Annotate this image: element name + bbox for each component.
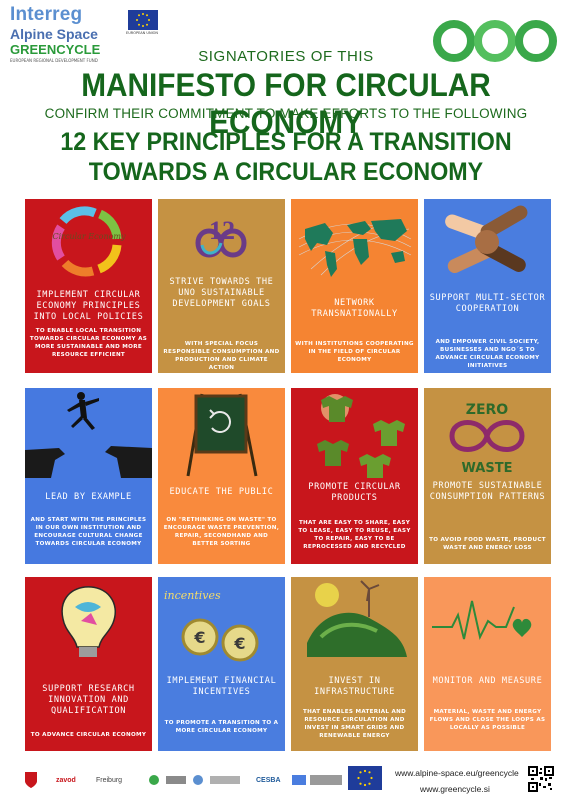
art-label-circular: Circular Economy xyxy=(52,232,126,241)
partner-logo-crest xyxy=(24,770,38,790)
circular-economy-arrows-icon: Circular Economy xyxy=(25,199,152,289)
art-label-zero: ZERO xyxy=(466,402,508,418)
greencycle-link[interactable]: www.greencycle.si xyxy=(420,784,490,794)
principle-card-9: SUPPORT RESEARCH INNOVATION AND QUALIFIC… xyxy=(25,577,152,751)
principle-description: WITH INSTITUTIONS COOPERATING IN THE FIE… xyxy=(295,341,414,363)
principle-card-3: NETWORK TRANSNATIONALLY WITH INSTITUTION… xyxy=(291,199,418,373)
partner-logo-zavod: zavod xyxy=(56,776,76,784)
partner-logo-misc xyxy=(292,770,344,790)
principle-title: STRIVE TOWARDS THE UNO SUSTAINABLE DEVEL… xyxy=(169,277,274,309)
zero-waste-icon: ZERO WASTE xyxy=(424,388,551,478)
principle-card-7: PROMOTE CIRCULAR PRODUCTS THAT ARE EASY … xyxy=(291,388,418,564)
principles-heading-line1: 12 KEY PRINCIPLES FOR A TRANSITION xyxy=(60,128,512,156)
principle-title: IMPLEMENT CIRCULAR ECONOMY PRINCIPLES IN… xyxy=(33,290,144,322)
logo-fund: EUROPEAN REGIONAL DEVELOPMENT FUND xyxy=(10,58,98,63)
lightbulb-icon xyxy=(25,577,152,667)
interreg-logo: Interreg Alpine Space GREENCYCLE EUROPEA… xyxy=(10,4,170,66)
principle-card-2: 12 STRIVE TOWARDS THE UNO SUSTAINABLE DE… xyxy=(158,199,285,373)
commitment-subtitle: CONFIRM THEIR COMMITMENT TO MAKE EFFORTS… xyxy=(44,106,528,121)
manifesto-title: MANIFESTO FOR CIRCULAR ECONOMY xyxy=(81,67,491,140)
principle-title: SUPPORT RESEARCH INNOVATION AND QUALIFIC… xyxy=(42,684,135,716)
principle-description: TO PROMOTE A TRANSITION TO A MORE CIRCUL… xyxy=(164,720,279,734)
principle-card-1: Circular Economy IMPLEMENT CIRCULAR ECON… xyxy=(25,199,152,373)
greencycle-rings-logo xyxy=(432,18,558,64)
principle-card-8: ZERO WASTE PROMOTE SUSTAINABLE CONSUMPTI… xyxy=(424,388,551,564)
principle-description: MATERIAL, WASTE AND ENERGY FLOWS AND CLO… xyxy=(429,709,546,731)
principle-description: TO AVOID FOOD WASTE, PRODUCT WASTE AND E… xyxy=(429,537,546,551)
signatories-heading: SIGNATORIES OF THIS xyxy=(198,48,374,65)
svg-text:€: € xyxy=(233,634,245,653)
principle-description: TO ENABLE LOCAL TRANSITION TOWARDS CIRCU… xyxy=(29,328,148,358)
principle-title: EDUCATE THE PUBLIC xyxy=(169,487,274,497)
eu-flag-footer-icon xyxy=(348,766,382,790)
eu-label: EUROPEAN UNION xyxy=(126,31,158,35)
principle-title: INVEST IN INFRASTRUCTURE xyxy=(314,676,395,697)
principle-title: SUPPORT MULTI-SECTOR COOPERATION xyxy=(429,293,546,314)
partner-logo-grid xyxy=(148,770,248,790)
euro-coins-icon: incentives € € xyxy=(158,577,285,667)
logo-brand: Interreg xyxy=(10,4,83,25)
principle-description: ON "RETHINKING ON WASTE" TO ENCOURAGE WA… xyxy=(163,517,280,547)
principle-description: TO ADVANCE CIRCULAR ECONOMY xyxy=(30,732,147,738)
world-map-icon xyxy=(291,199,418,289)
art-label-waste: WASTE xyxy=(462,461,513,476)
principle-description: THAT ARE EASY TO SHARE, EASY TO LEASE, E… xyxy=(298,520,411,550)
alpine-space-link[interactable]: www.alpine-space.eu/greencycle xyxy=(395,768,519,778)
green-shirts-icon xyxy=(291,388,418,478)
principle-description: WITH SPECIAL FOCUS RESPONSIBLE CONSUMPTI… xyxy=(163,341,280,371)
chalkboard-icon xyxy=(158,388,285,478)
logo-programme: Alpine Space xyxy=(10,26,98,42)
principle-description: AND EMPOWER CIVIL SOCIETY, BUSINESSES AN… xyxy=(435,339,540,369)
principles-heading-line2: TOWARDS A CIRCULAR ECONOMY xyxy=(88,158,484,186)
green-landscape-icon xyxy=(291,577,418,667)
partner-logo-cesba: CESBA xyxy=(256,776,281,784)
logo-project: GREENCYCLE xyxy=(10,42,101,57)
heartbeat-heart-icon xyxy=(424,577,551,667)
principle-title: LEAD BY EXAMPLE xyxy=(45,492,132,502)
principle-card-5: LEAD BY EXAMPLE AND START WITH THE PRINC… xyxy=(25,388,152,564)
eu-flag-icon xyxy=(128,10,158,30)
art-label-12: 12 xyxy=(209,216,235,245)
footer: zavod Freiburg CESBA www.alpine-space.eu… xyxy=(12,762,560,804)
principle-description: THAT ENABLES MATERIAL AND RESOURCE CIRCU… xyxy=(302,709,407,739)
principle-card-6: EDUCATE THE PUBLIC ON "RETHINKING ON WAS… xyxy=(158,388,285,564)
qr-code-icon[interactable] xyxy=(528,766,554,792)
principle-description: AND START WITH THE PRINCIPLES IN OUR OWN… xyxy=(30,517,147,547)
partner-logo-freiburg: Freiburg xyxy=(96,776,123,784)
principle-card-11: INVEST IN INFRASTRUCTURE THAT ENABLES MA… xyxy=(291,577,418,751)
principle-title: PROMOTE CIRCULAR PRODUCTS xyxy=(308,482,401,503)
principle-card-10: incentives € € IMPLEMENT FINANCIAL INCEN… xyxy=(158,577,285,751)
joined-hands-icon xyxy=(424,199,551,289)
sdg-12-infinity-icon: 12 xyxy=(158,199,285,289)
svg-text:€: € xyxy=(193,628,205,647)
principle-card-12: MONITOR AND MEASURE MATERIAL, WASTE AND … xyxy=(424,577,551,751)
principle-title: MONITOR AND MEASURE xyxy=(432,676,543,686)
principle-title: PROMOTE SUSTAINABLE CONSUMPTION PATTERNS xyxy=(429,481,546,502)
principles-heading: 12 KEY PRINCIPLES FOR A TRANSITION TOWAR… xyxy=(20,127,552,187)
art-label-incentives: incentives xyxy=(164,589,221,602)
principle-card-4: SUPPORT MULTI-SECTOR COOPERATION AND EMP… xyxy=(424,199,551,373)
leap-gap-icon xyxy=(25,388,152,478)
principle-title: IMPLEMENT FINANCIAL INCENTIVES xyxy=(166,676,277,697)
principle-title: NETWORK TRANSNATIONALLY xyxy=(311,298,398,319)
